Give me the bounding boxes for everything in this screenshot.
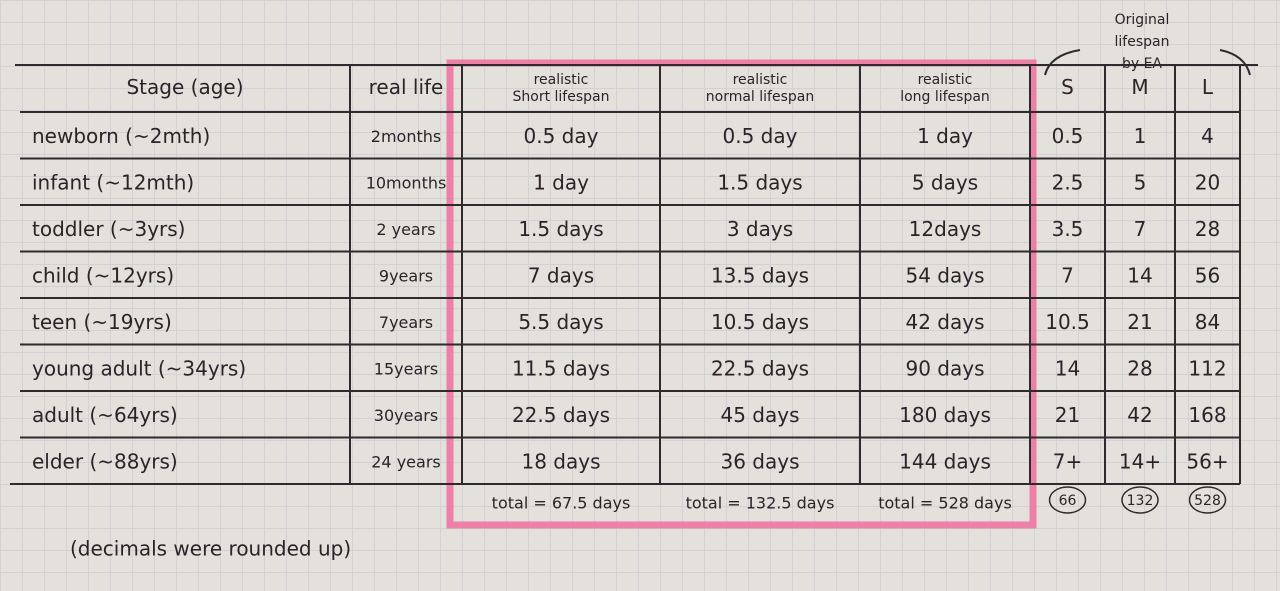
table-cell: 3.5 [1052, 217, 1084, 241]
circled-total: 132 [1127, 493, 1154, 509]
table-cell: 84 [1195, 310, 1220, 334]
table-cell: 90 days [905, 356, 984, 380]
table-cell: 5 days [912, 170, 978, 194]
table-cell: 42 [1127, 403, 1152, 427]
circled-total: 528 [1194, 493, 1221, 509]
circle-mark [1121, 486, 1159, 514]
header-cell: Stage (age) [126, 75, 243, 99]
table-cell: 1 [1134, 124, 1147, 148]
table-cell: 4 [1201, 124, 1214, 148]
footnote: (decimals were rounded up) [70, 537, 351, 561]
table-cell: 42 days [905, 310, 984, 334]
header-cell: realistic [534, 72, 589, 88]
table-cell: 14 [1127, 263, 1152, 287]
table-cell: 20 [1195, 170, 1220, 194]
highlight-box [446, 59, 1037, 529]
table-cell: 28 [1127, 356, 1152, 380]
table-cell: 10.5 [1045, 310, 1090, 334]
table-cell: 0.5 day [524, 124, 599, 148]
total: total = 528 days [878, 494, 1012, 513]
table-cell: 180 days [899, 403, 991, 427]
header-cell: realistic [733, 72, 788, 88]
table-cell: 112 [1188, 356, 1226, 380]
header-cell: S [1061, 75, 1074, 99]
table-cell: 21 [1127, 310, 1152, 334]
table-cell: newborn (~2mth) [32, 124, 210, 148]
header-cell: normal lifespan [706, 89, 814, 105]
table-cell: 22.5 days [512, 403, 610, 427]
table-cell: 56+ [1186, 449, 1228, 473]
note-line: Original [1115, 12, 1170, 28]
table-cell: 7 [1061, 263, 1074, 287]
table-cell: 2months [371, 127, 441, 146]
table-cell: 3 days [727, 217, 793, 241]
table-cell: infant (~12mth) [32, 170, 194, 194]
table-cell: 10.5 days [711, 310, 809, 334]
header-cell: L [1202, 75, 1214, 99]
table-cell: 11.5 days [512, 356, 610, 380]
total: total = 132.5 days [686, 494, 835, 513]
table-cell: 1 day [533, 170, 589, 194]
header-cell: Short lifespan [513, 89, 610, 105]
circle-mark [1048, 486, 1087, 514]
table-cell: toddler (~3yrs) [32, 217, 185, 241]
table-cell: 168 [1188, 403, 1226, 427]
table-cell: 30years [374, 406, 438, 425]
note-line: lifespan [1115, 34, 1170, 50]
table-cell: 18 days [521, 449, 600, 473]
table-cell: 9years [379, 266, 433, 285]
header-cell: M [1131, 75, 1148, 99]
table-cell: 0.5 day [723, 124, 798, 148]
table-cell: 14 [1055, 356, 1080, 380]
table-cell: 21 [1055, 403, 1080, 427]
table-cell: 36 days [720, 449, 799, 473]
table-cell: 14+ [1119, 449, 1161, 473]
table-cell: 1.5 days [717, 170, 802, 194]
circled-total: 66 [1059, 493, 1077, 509]
header-cell: realistic [918, 72, 973, 88]
table-cell: 7+ [1053, 449, 1082, 473]
table-cell: 5 [1134, 170, 1147, 194]
table-cell: 2.5 [1052, 170, 1084, 194]
table-cell: 15years [374, 359, 438, 378]
table-cell: 56 [1195, 263, 1220, 287]
total: total = 67.5 days [492, 494, 631, 513]
table-cell: 1.5 days [518, 217, 603, 241]
table-cell: young adult (~34yrs) [32, 356, 246, 380]
table-cell: child (~12yrs) [32, 263, 174, 287]
table-cell: 54 days [905, 263, 984, 287]
table-cell: 24 years [371, 452, 440, 471]
table-cell: 28 [1195, 217, 1220, 241]
table-cell: elder (~88yrs) [32, 449, 178, 473]
table-cell: 7 days [528, 263, 594, 287]
table-cell: 7years [379, 313, 433, 332]
table-cell: 12days [909, 217, 982, 241]
table-cell: 45 days [720, 403, 799, 427]
circle-mark [1188, 486, 1227, 514]
table-cell: 7 [1134, 217, 1147, 241]
table-cell: 5.5 days [518, 310, 603, 334]
table-cell: 0.5 [1052, 124, 1084, 148]
table-cell: 22.5 days [711, 356, 809, 380]
header-cell: long lifespan [900, 89, 990, 105]
table-cell: 2 years [376, 220, 435, 239]
table-cell: adult (~64yrs) [32, 403, 178, 427]
bracket [1044, 49, 1251, 76]
header-cell: real life [369, 75, 444, 99]
table-cell: 13.5 days [711, 263, 809, 287]
table-cell: 1 day [917, 124, 973, 148]
table-cell: 144 days [899, 449, 991, 473]
table-cell: teen (~19yrs) [32, 310, 172, 334]
table-cell: 10months [366, 173, 447, 192]
